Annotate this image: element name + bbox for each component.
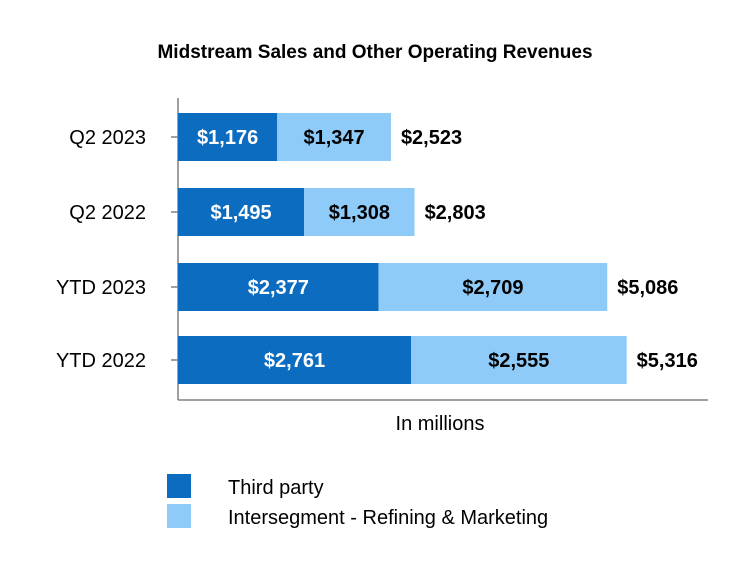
legend-swatch (167, 504, 191, 528)
total-label: $2,803 (425, 202, 486, 224)
category-label: Q2 2023 (69, 127, 146, 149)
bar-third-party (178, 263, 379, 311)
bar-third-party (178, 188, 305, 236)
bar-value-label: $1,308 (329, 202, 390, 224)
bar-third-party (178, 113, 278, 161)
bar-value-label: $2,709 (462, 277, 523, 299)
bar-value-label: $1,347 (304, 127, 365, 149)
bar-third-party (178, 336, 412, 384)
bar-value-label: $2,555 (488, 350, 549, 372)
legend-label: Third party (228, 477, 324, 499)
chart-title: Midstream Sales and Other Operating Reve… (157, 42, 592, 63)
legend-label: Intersegment - Refining & Marketing (228, 507, 548, 529)
total-label: $2,523 (401, 127, 462, 149)
bar-intersegment (304, 188, 415, 236)
bar-intersegment (411, 336, 627, 384)
bar-value-label: $1,176 (197, 127, 258, 149)
bar-intersegment (277, 113, 391, 161)
bar-value-label: $1,495 (211, 202, 272, 224)
category-label: YTD 2022 (56, 350, 146, 372)
bar-intersegment (378, 263, 608, 311)
bar-value-label: $2,377 (248, 277, 309, 299)
category-label: Q2 2022 (69, 202, 146, 224)
category-label: YTD 2023 (56, 277, 146, 299)
plot-area: Q2 2023 $1,176 $1,347 $2,523 Q2 2022 $1,495 $1… (56, 98, 708, 401)
legend-swatch (167, 474, 191, 498)
bar-value-label: $2,761 (264, 350, 325, 372)
total-label: $5,086 (617, 277, 678, 299)
total-label: $5,316 (637, 350, 698, 372)
legend: Third party Intersegment - Refining & Mar… (167, 474, 548, 529)
x-axis-label: In millions (396, 413, 485, 435)
